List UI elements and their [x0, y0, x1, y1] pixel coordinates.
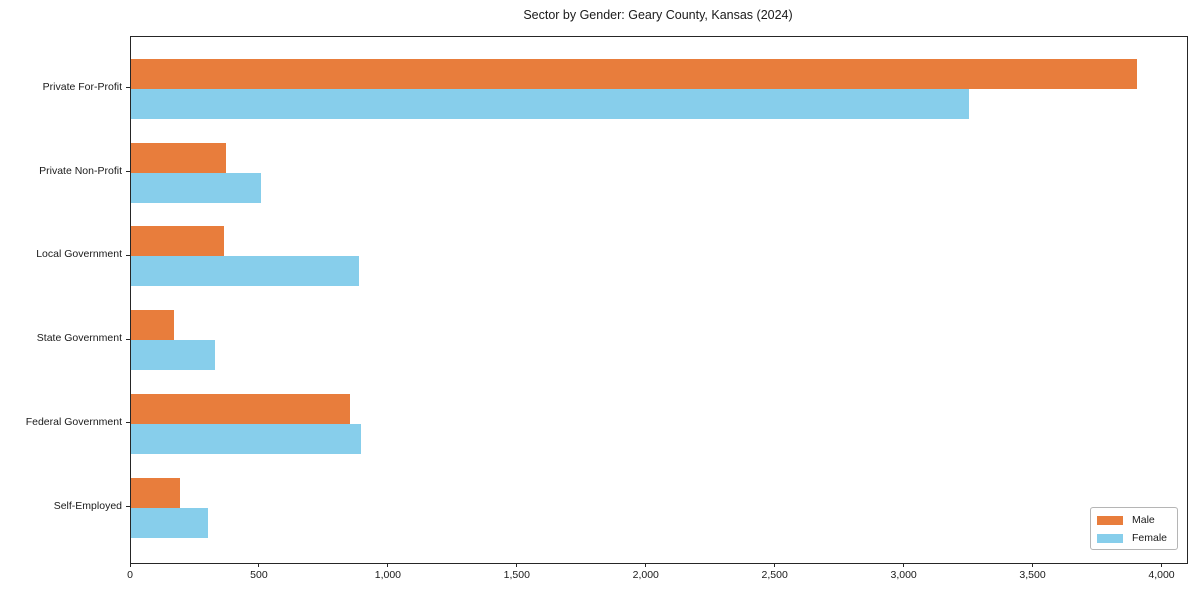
- x-tick-mark: [258, 563, 260, 567]
- female-series-swatch: [1097, 533, 1123, 543]
- x-tick-label: 3,000: [890, 569, 917, 581]
- y-tick-mark: [126, 506, 130, 508]
- legend: Male Female: [1090, 507, 1178, 550]
- y-tick-mark: [126, 87, 130, 89]
- y-tick-label: Private For-Profit: [42, 80, 122, 93]
- x-tick-mark: [387, 563, 389, 567]
- y-tick-label: State Government: [36, 332, 122, 345]
- chart-title: Sector by Gender: Geary County, Kansas (…: [523, 8, 793, 22]
- y-tick-label: Local Government: [36, 248, 122, 261]
- x-tick-mark: [1161, 563, 1162, 567]
- bar-female-1: [131, 88, 970, 119]
- x-tick-label: 500: [250, 569, 268, 581]
- x-tick-label: 1,500: [503, 569, 530, 581]
- x-tick-label: 2,500: [761, 569, 788, 581]
- legend-label-female: Female: [1132, 532, 1168, 544]
- y-tick-label: Self-Employed: [53, 499, 122, 512]
- x-tick-mark: [129, 563, 131, 567]
- bar-male-4: [131, 310, 174, 341]
- legend-label-male: Male: [1132, 514, 1155, 526]
- bar-male-6: [131, 477, 180, 508]
- y-tick-label: Federal Government: [25, 415, 122, 428]
- x-tick-mark: [903, 563, 905, 567]
- bar-female-2: [131, 172, 262, 203]
- x-tick-mark: [774, 563, 776, 567]
- bar-male-3: [131, 226, 224, 257]
- male-series-swatch: [1097, 515, 1123, 525]
- bar-female-3: [131, 256, 360, 287]
- x-tick-label: 1,000: [374, 569, 402, 581]
- y-tick-label: Private Non-Profit: [39, 164, 122, 177]
- y-tick-mark: [126, 422, 130, 424]
- x-tick-label: 0: [127, 569, 133, 581]
- y-tick-mark: [126, 171, 130, 172]
- x-tick-mark: [516, 563, 518, 567]
- x-tick-label: 2,000: [632, 569, 659, 581]
- y-tick-mark: [126, 254, 130, 256]
- x-tick-label: 3,500: [1019, 569, 1046, 581]
- legend-item-female: Female: [1097, 531, 1171, 545]
- y-tick-mark: [126, 338, 130, 340]
- x-tick-mark: [645, 563, 647, 567]
- x-tick-mark: [1032, 563, 1034, 567]
- legend-item-male: Male: [1097, 513, 1171, 527]
- bar-male-1: [131, 58, 1137, 89]
- plot-area: [130, 36, 1188, 564]
- bar-male-2: [131, 142, 227, 173]
- x-tick-label: 4,000: [1148, 569, 1175, 581]
- bar-female-4: [131, 340, 215, 371]
- bar-male-5: [131, 393, 351, 424]
- bar-female-6: [131, 507, 209, 538]
- bar-female-5: [131, 423, 361, 454]
